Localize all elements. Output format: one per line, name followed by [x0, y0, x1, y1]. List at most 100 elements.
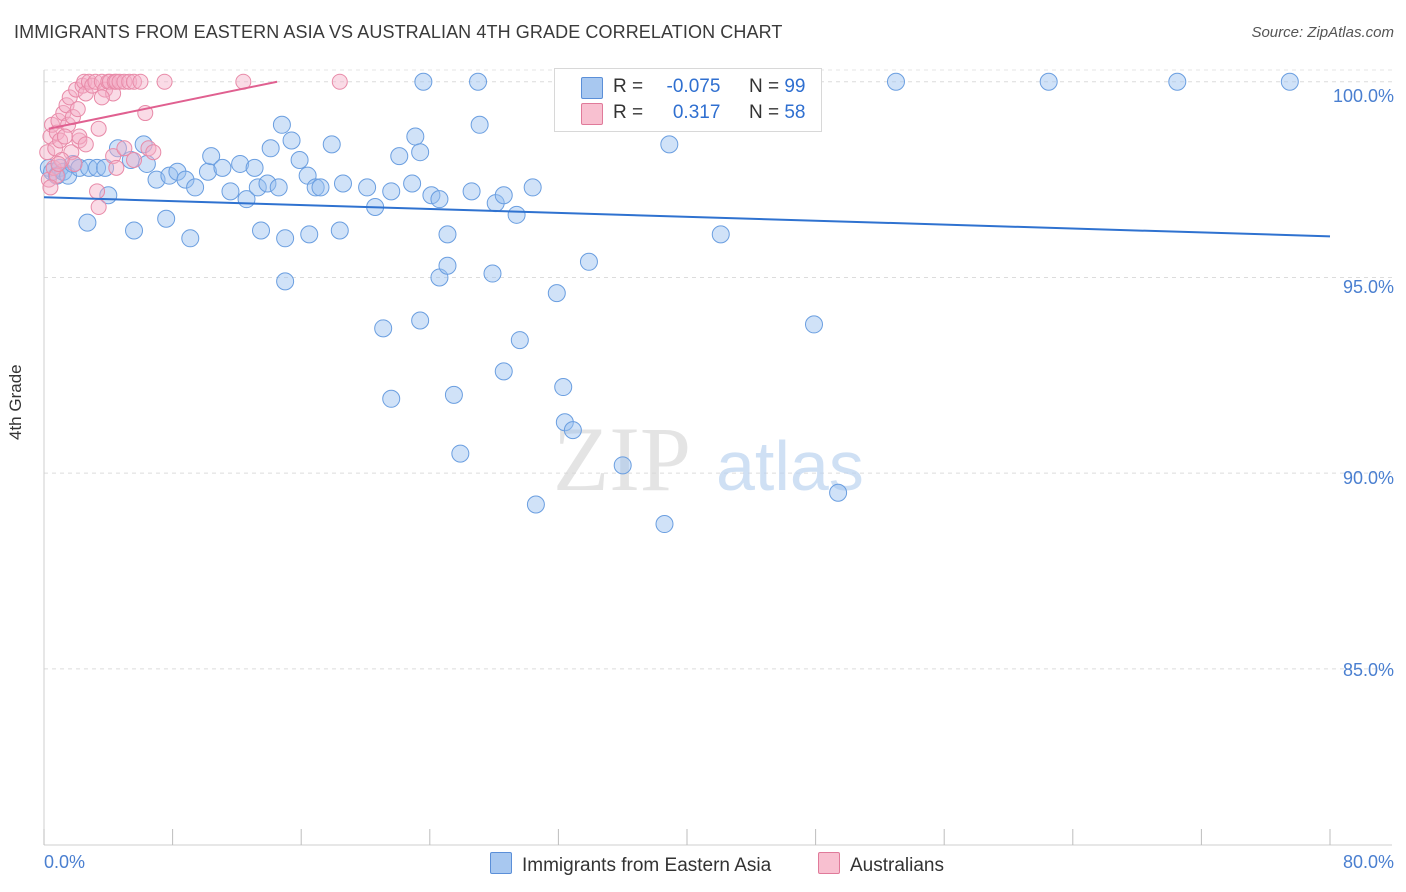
data-point-eastern-asia [306, 178, 325, 197]
data-point-australians [69, 101, 86, 118]
correlation-legend: R = -0.075 N = 99 R = 0.317 N = 58 [554, 68, 822, 132]
data-point-australians [156, 73, 173, 90]
data-point-eastern-asia [829, 483, 848, 502]
data-point-eastern-asia [563, 421, 582, 440]
data-point-eastern-asia [157, 209, 176, 228]
data-point-australians [56, 128, 73, 145]
data-point-eastern-asia [96, 158, 115, 177]
data-point-australians [101, 73, 118, 90]
legend-swatch-australians [581, 103, 603, 125]
data-point-eastern-asia [202, 147, 221, 166]
data-point-eastern-asia [78, 213, 97, 232]
data-point-eastern-asia [330, 221, 349, 240]
data-point-australians [108, 159, 125, 176]
data-point-eastern-asia [390, 147, 409, 166]
data-point-eastern-asia [245, 158, 264, 177]
data-point-eastern-asia [186, 178, 205, 197]
y-tick-label-95: 95.0% [1342, 277, 1394, 297]
data-point-eastern-asia [711, 225, 730, 244]
data-point-eastern-asia [282, 131, 301, 150]
data-point-eastern-asia [276, 229, 295, 248]
data-point-eastern-asia [181, 229, 200, 248]
trend-line-australians [48, 80, 278, 130]
data-point-australians [90, 120, 107, 137]
data-point-australians [116, 73, 133, 90]
y-tick-label-100: 100.0% [1332, 86, 1394, 106]
data-point-eastern-asia [579, 252, 598, 271]
data-point-australians [76, 73, 93, 90]
data-point-australians [42, 179, 59, 196]
chart-title: IMMIGRANTS FROM EASTERN ASIA VS AUSTRALI… [14, 22, 783, 42]
data-point-eastern-asia [382, 389, 401, 408]
y-axis-label: 4th Grade [6, 364, 25, 440]
data-point-eastern-asia [272, 115, 291, 134]
data-point-australians [93, 89, 110, 106]
data-point-eastern-asia [403, 174, 422, 193]
data-point-eastern-asia [494, 186, 513, 205]
data-point-australians [105, 148, 122, 165]
bottom-legend-australians: Australians [818, 852, 944, 877]
data-point-eastern-asia [1039, 72, 1058, 91]
data-point-eastern-asia [1168, 72, 1187, 91]
data-point-eastern-asia [510, 331, 529, 350]
data-point-eastern-asia [526, 495, 545, 514]
data-point-eastern-asia [494, 362, 513, 381]
data-point-eastern-asia [252, 221, 271, 240]
data-point-eastern-asia [554, 378, 573, 397]
data-point-eastern-asia [886, 72, 905, 91]
data-point-eastern-asia [655, 515, 674, 534]
data-point-eastern-asia [276, 272, 295, 291]
bottom-legend-label-eastern-asia: Immigrants from Eastern Asia [522, 855, 772, 876]
data-point-australians [121, 73, 138, 90]
axes [43, 70, 1392, 846]
data-point-eastern-asia [231, 154, 250, 173]
data-point-eastern-asia [300, 225, 319, 244]
data-point-eastern-asia [374, 319, 393, 338]
data-point-eastern-asia [269, 178, 288, 197]
data-point-eastern-asia [411, 311, 430, 330]
data-point-eastern-asia [547, 284, 566, 303]
data-point-eastern-asia [198, 162, 217, 181]
data-point-eastern-asia [523, 178, 542, 197]
legend-row-australians: R = 0.317 N = 58 [613, 102, 805, 124]
trend-line-eastern-asia [43, 196, 1331, 238]
data-point-eastern-asia [438, 225, 457, 244]
data-point-eastern-asia [333, 174, 352, 193]
data-point-australians [50, 155, 67, 172]
legend-n-value: 58 [784, 102, 806, 123]
data-point-eastern-asia [483, 264, 502, 283]
data-point-australians [39, 144, 56, 161]
data-point-eastern-asia [261, 139, 280, 158]
watermark-atlas: atlas [716, 427, 864, 505]
data-point-eastern-asia [322, 135, 341, 154]
data-point-australians [132, 73, 149, 90]
data-point-eastern-asia [70, 158, 89, 177]
watermark-zip: ZIP [553, 408, 691, 510]
data-point-eastern-asia [444, 385, 463, 404]
data-point-eastern-asia [358, 178, 377, 197]
legend-n-label: N = [748, 102, 780, 123]
bottom-legend-eastern-asia: Immigrants from Eastern Asia [490, 852, 771, 877]
data-point-eastern-asia [311, 178, 330, 197]
legend-swatch-eastern-asia [581, 77, 603, 99]
data-point-eastern-asia [382, 182, 401, 201]
legend-r-value: 0.317 [672, 102, 721, 123]
data-point-eastern-asia [469, 72, 488, 91]
data-point-eastern-asia [411, 143, 430, 162]
data-point-australians [90, 198, 107, 215]
trend-lines [43, 80, 1331, 238]
y-tick-label-90: 90.0% [1342, 468, 1394, 488]
data-point-australians [126, 152, 143, 169]
data-point-eastern-asia [213, 158, 232, 177]
data-point-australians [116, 140, 133, 157]
data-point-eastern-asia [462, 182, 481, 201]
series-eastern-asia-points [39, 72, 1299, 534]
data-point-australians [66, 155, 83, 172]
data-point-eastern-asia [290, 151, 309, 170]
bottom-legend-swatch-eastern-asia [490, 852, 512, 874]
data-point-eastern-asia [613, 456, 632, 475]
data-point-eastern-asia [248, 178, 267, 197]
source-label: Source: ZipAtlas.com [1251, 24, 1394, 41]
data-point-australians [111, 73, 128, 90]
